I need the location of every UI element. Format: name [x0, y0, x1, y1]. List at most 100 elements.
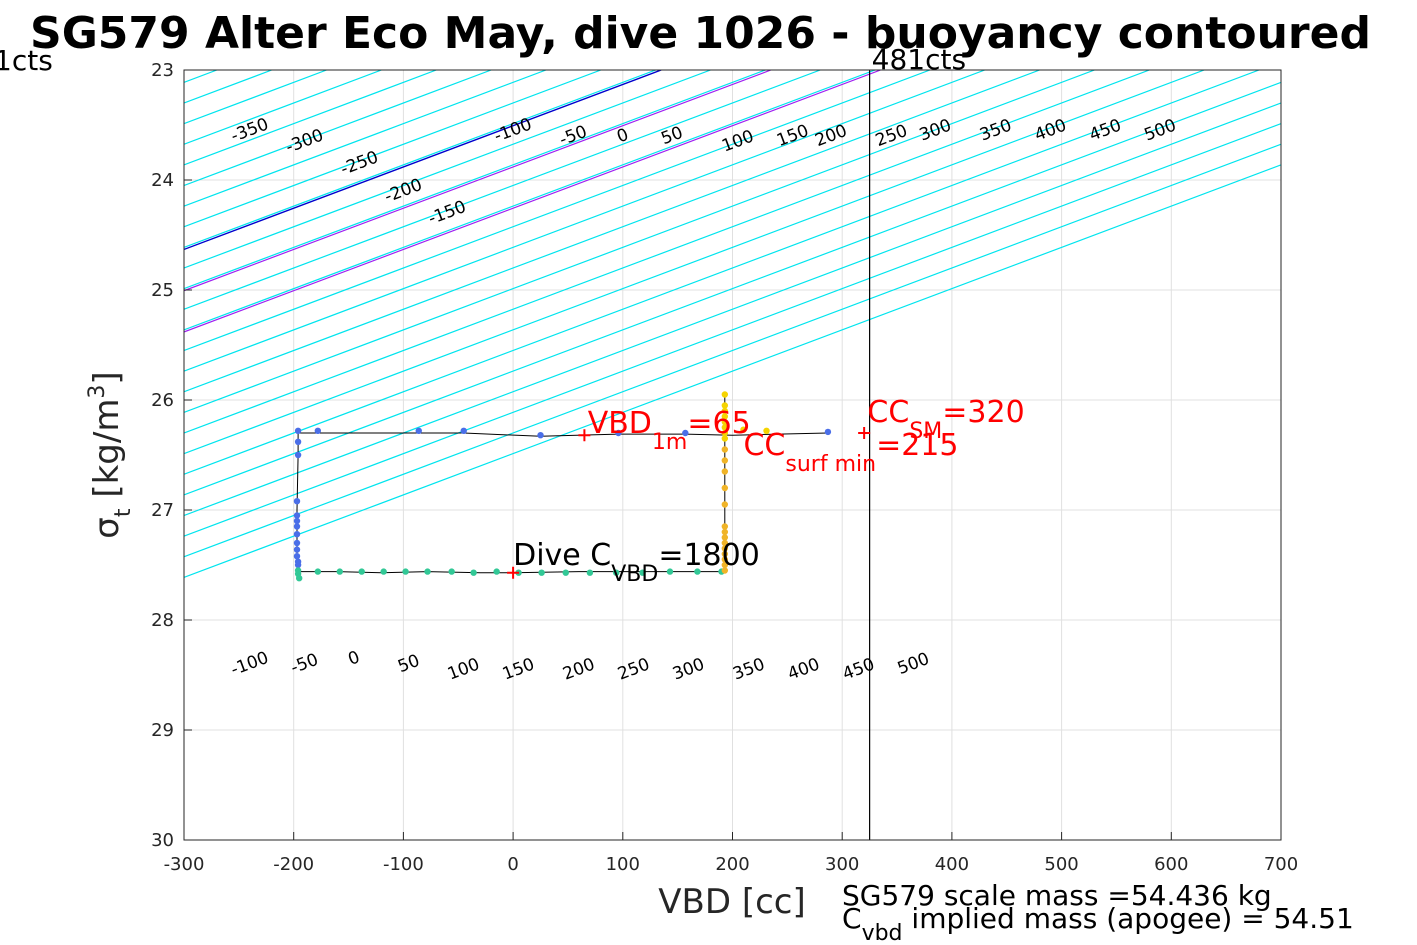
data-point-teal — [639, 569, 646, 576]
trajectory-line — [296, 394, 828, 574]
x-tick-label: 100 — [606, 854, 640, 875]
annotation-vbd-1m: VBD1m=65 — [588, 406, 751, 455]
data-point-teal — [314, 568, 322, 575]
x-tick-label: 300 — [825, 854, 859, 875]
data-point-orange — [721, 457, 729, 464]
data-point-blue — [293, 517, 301, 525]
contour-line — [184, 70, 986, 372]
data-point-yellow — [721, 418, 729, 426]
y-tick-label: 23 — [151, 60, 174, 81]
data-point-blue — [293, 553, 301, 560]
y-tick-label: 29 — [151, 720, 174, 741]
y-tick-label: 27 — [151, 500, 174, 521]
y-tick-label: 30 — [151, 830, 174, 851]
y-tick-label: 28 — [151, 610, 174, 631]
annotation-vbd-1m-part: 1m — [652, 430, 687, 455]
footer-implied-mass: Cvbd implied mass (apogee) = 54.51 — [842, 902, 1354, 945]
annotation-cc-sm: CCSM=320 — [867, 395, 1024, 444]
annotation-dive-c-vbd: Dive CVBD=1800 — [513, 538, 760, 587]
data-point-blue — [293, 523, 301, 530]
y-tick-label: 25 — [151, 280, 174, 301]
data-point-yellow — [763, 427, 770, 434]
red-markers — [507, 427, 871, 579]
contour-line — [184, 70, 876, 331]
data-point-teal — [402, 568, 409, 575]
x-ticks: -300 -200 -100 0 100 200 300 400 500 600 700 — [164, 832, 1298, 875]
data-point-orange — [721, 556, 729, 563]
data-point-blue — [294, 451, 302, 459]
data-point-orange — [721, 561, 729, 569]
data-point-teal — [448, 568, 455, 575]
contour-line — [184, 102, 1281, 517]
data-point-blue — [615, 429, 622, 437]
data-point-blue — [314, 427, 322, 434]
contour-line — [184, 70, 1150, 434]
x-tick-label: 400 — [935, 854, 969, 875]
x-tick-label: -200 — [273, 854, 314, 875]
data-point-yellow — [721, 435, 729, 442]
purple-contour-line — [184, 70, 772, 292]
top-left-cts-label: 1cts — [0, 44, 53, 77]
data-point-blue — [293, 539, 301, 547]
data-point-yellow — [721, 429, 729, 437]
data-point-orange — [721, 545, 729, 552]
x-axis-label: VBD [cc] — [658, 882, 806, 922]
data-point-blue — [537, 432, 544, 439]
cts-line-label: 481cts — [872, 43, 966, 76]
data-point-yellow — [721, 413, 729, 420]
red-plus-marker — [858, 427, 871, 439]
data-point-blue — [293, 498, 301, 505]
annotation-vbd-1m-part: VBD — [588, 406, 652, 441]
y-tick-label: 24 — [151, 170, 174, 191]
annotation-vbd-1m-part: =65 — [687, 406, 750, 441]
contour-line — [184, 70, 931, 352]
data-point-teal — [380, 568, 387, 575]
data-point-blue — [415, 427, 422, 434]
contour-line — [184, 122, 1281, 537]
data-point-blue — [682, 429, 689, 437]
footer-c: C — [842, 902, 862, 935]
y-tick-label: 26 — [151, 390, 174, 411]
annotation-cc-sm-part: SM — [909, 419, 942, 444]
contour-line — [184, 70, 1040, 393]
x-tick-label: 700 — [1264, 854, 1298, 875]
data-point-yellow — [721, 407, 729, 415]
data-point-teal — [336, 568, 343, 575]
data-point-blue — [294, 561, 302, 569]
data-point-teal — [470, 569, 477, 576]
data-point-teal — [295, 575, 303, 582]
contour-line — [184, 70, 766, 290]
contour-line — [184, 81, 1281, 496]
footer-rest: implied mass (apogee) = 54.51 — [903, 902, 1354, 935]
y-axis-label: σt [kg/m3] — [85, 371, 136, 538]
data-point-blue — [293, 531, 301, 538]
x-tick-label: 200 — [715, 854, 749, 875]
annotation-cc-surf-min-part: =215 — [876, 428, 958, 463]
data-point-orange — [721, 534, 729, 541]
data-point-yellow — [721, 402, 729, 409]
y-label-sup: 3 — [85, 385, 110, 399]
data-point-orange — [721, 501, 729, 508]
footer-vbd-sub: vbd — [862, 921, 903, 945]
data-point-blue — [294, 438, 302, 445]
data-point-orange — [721, 484, 729, 492]
annotation-cc-surf-min-part: CC — [743, 428, 785, 463]
data-point-teal — [358, 568, 365, 575]
y-label-sigma: σ — [87, 517, 127, 539]
data-point-yellow — [740, 426, 747, 433]
data-point-blue — [460, 427, 467, 434]
contour-line — [184, 70, 602, 228]
data-point-blue — [293, 512, 301, 519]
trajectory-path — [296, 394, 828, 574]
data-point-teal — [694, 568, 701, 575]
data-points — [293, 391, 832, 582]
data-point-orange — [721, 446, 729, 453]
x-tick-label: 600 — [1154, 854, 1188, 875]
grid-lines — [184, 70, 1281, 840]
data-point-teal — [613, 569, 620, 576]
data-point-yellow — [721, 391, 729, 398]
annotation-cc-sm-part: =320 — [942, 395, 1024, 430]
data-point-orange — [721, 528, 729, 536]
